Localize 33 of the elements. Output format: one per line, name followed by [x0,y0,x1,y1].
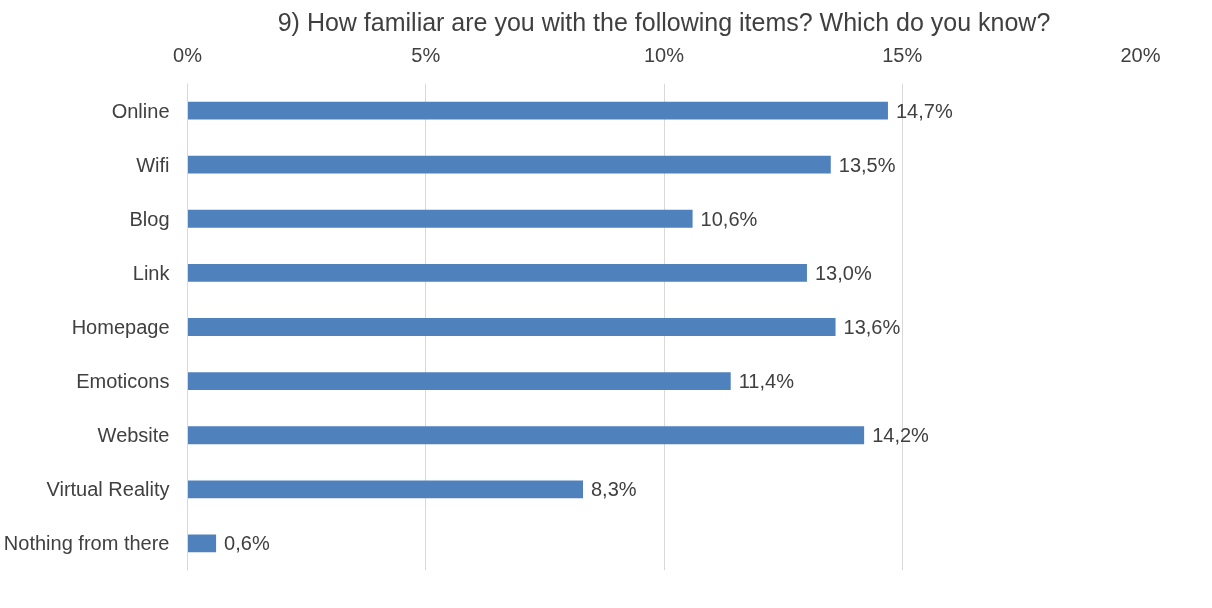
bar [187,480,583,499]
data-label: 14,7% [895,99,953,122]
y-tick-label: Link [132,261,171,284]
x-tick-label: 5% [411,43,441,66]
y-tick-label: Website [97,424,170,447]
bar [187,372,731,391]
y-tick-label: Virtual Reality [46,478,170,501]
data-label: 13,0% [814,261,872,284]
bar [187,155,831,174]
y-tick-label: Wifi [136,153,170,176]
y-tick-label: Emoticons [76,370,170,393]
y-tick-label: Homepage [71,316,170,338]
y-tick-label: Online [111,99,170,122]
bar [187,101,888,120]
bar [187,263,807,282]
bar [187,534,217,553]
y-tick-label: Blog [129,207,170,230]
data-label: 13,5% [838,153,896,176]
x-tick-label: 20% [1120,43,1161,66]
data-label: 0,6% [224,532,270,555]
data-label: 8,3% [590,478,637,501]
x-tick-label: 10% [643,43,685,66]
bar [187,426,865,445]
data-label: 11,4% [738,370,795,393]
data-label: 10,6% [700,207,758,230]
chart-title: 9) How familiar are you with the following items? Which do you know? [277,7,1051,36]
data-label: 13,6% [843,316,901,338]
bar [187,209,693,228]
data-label: 14,2% [872,424,930,447]
y-tick-label: Nothing from there [3,532,170,555]
x-tick-label: 0% [173,43,203,66]
bar [187,318,836,336]
x-tick-label: 15% [882,43,923,66]
